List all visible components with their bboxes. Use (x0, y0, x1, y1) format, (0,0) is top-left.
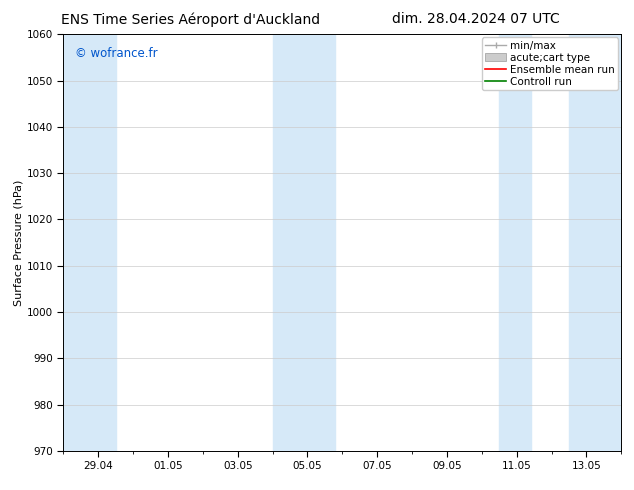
Bar (63, 34, 115, 451)
Text: © wofrance.fr: © wofrance.fr (75, 47, 157, 60)
Bar (273, 34, 335, 451)
Text: ENS Time Series Aéroport d'Auckland: ENS Time Series Aéroport d'Auckland (61, 12, 320, 27)
Bar (569, 34, 621, 451)
Bar (500, 34, 531, 451)
Text: dim. 28.04.2024 07 UTC: dim. 28.04.2024 07 UTC (392, 12, 559, 26)
Y-axis label: Surface Pressure (hPa): Surface Pressure (hPa) (14, 179, 24, 306)
Legend: min/max, acute;cart type, Ensemble mean run, Controll run: min/max, acute;cart type, Ensemble mean … (482, 37, 618, 90)
